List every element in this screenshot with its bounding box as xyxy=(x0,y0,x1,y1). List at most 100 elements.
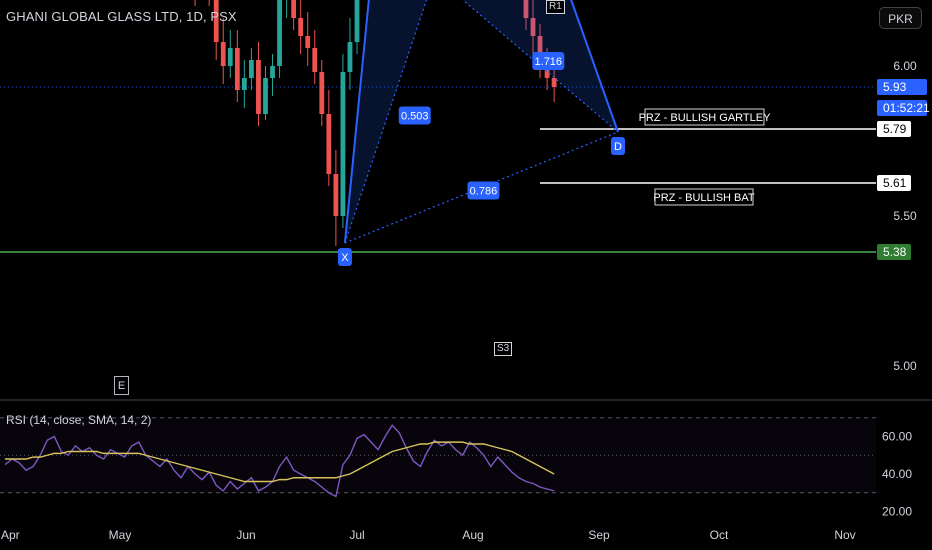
candle-body xyxy=(256,60,261,114)
harmonic-point-badge xyxy=(337,248,352,266)
rsi-sma-line[interactable] xyxy=(5,441,555,483)
time-axis-tick: Apr xyxy=(1,528,20,542)
candle[interactable] xyxy=(213,0,219,60)
price-tag-level[interactable]: 5.61 xyxy=(877,175,911,191)
rsi-axis-tick: 20.00 xyxy=(882,505,912,519)
candle[interactable] xyxy=(523,0,529,30)
candle-body xyxy=(277,0,282,67)
candle[interactable] xyxy=(220,18,226,84)
candle[interactable] xyxy=(270,54,275,96)
candle[interactable] xyxy=(277,0,282,78)
prz-label-text: PRZ - BULLISH GARTLEY xyxy=(639,112,771,124)
candle[interactable] xyxy=(530,0,536,54)
candle[interactable] xyxy=(193,0,198,6)
candle[interactable] xyxy=(241,60,247,108)
price-tag-bg xyxy=(877,79,927,95)
rsi-line[interactable] xyxy=(4,424,555,498)
candle-body xyxy=(291,0,297,18)
pivot-r1-label: R1 xyxy=(546,0,565,14)
candle-body xyxy=(537,36,543,66)
candle[interactable] xyxy=(326,90,332,186)
candle-body xyxy=(347,42,353,72)
candle-body xyxy=(326,114,332,174)
harmonic-xab-fill xyxy=(344,0,427,243)
time-axis-tick: May xyxy=(109,528,132,542)
price-axis-tick: 5.50 xyxy=(893,209,917,223)
candle-body xyxy=(220,42,226,66)
price-tag-bg xyxy=(877,121,911,137)
candle-body xyxy=(249,60,254,78)
symbol-title[interactable]: GHANI GLOBAL GLASS LTD, 1D, PSX xyxy=(6,9,237,24)
candle[interactable] xyxy=(263,66,268,120)
candle[interactable] xyxy=(305,12,311,66)
candle-body xyxy=(234,48,240,90)
harmonic-point-label: D xyxy=(614,141,622,153)
harmonic-point-label: X xyxy=(341,252,349,264)
price-axis-tick: 6.00 xyxy=(893,59,917,73)
price-tag-bg xyxy=(877,100,927,116)
price-axis-tick: 5.00 xyxy=(893,359,917,373)
price-tag-last[interactable]: 5.93 xyxy=(877,79,927,95)
candle[interactable] xyxy=(354,0,360,54)
earnings-flag-icon[interactable]: E xyxy=(114,376,129,395)
ratio-badge[interactable]: 0.503 xyxy=(398,106,431,125)
time-axis-tick: Nov xyxy=(834,528,855,542)
candle-body xyxy=(523,0,529,18)
candle-body xyxy=(263,78,268,114)
ratio-connector-line xyxy=(461,0,619,133)
candle-body xyxy=(298,18,304,36)
ratio-connector-line xyxy=(344,131,619,244)
prz-label-box xyxy=(644,108,765,126)
rsi-axis-tick: 40.00 xyxy=(882,467,912,481)
candle[interactable] xyxy=(207,0,212,6)
harmonic-point-d[interactable]: D xyxy=(611,137,625,155)
ratio-label: 0.503 xyxy=(401,111,429,123)
candle-body xyxy=(319,72,325,114)
price-tag-text: 5.38 xyxy=(883,245,907,259)
candle[interactable] xyxy=(234,30,240,102)
time-axis-tick: Aug xyxy=(462,528,483,542)
ratio-badge-bg xyxy=(532,52,565,70)
candle-body xyxy=(312,48,318,72)
ratio-connector-line xyxy=(344,0,428,244)
candle-body xyxy=(354,0,360,42)
prz-label[interactable]: PRZ - BULLISH GARTLEY xyxy=(639,108,771,126)
ratio-badge[interactable]: 1.716 xyxy=(532,52,565,70)
candle-body xyxy=(270,66,275,78)
candle-body xyxy=(551,78,557,87)
harmonic-bcd-fill xyxy=(462,0,618,132)
candle-body xyxy=(227,48,233,66)
currency-button[interactable]: PKR xyxy=(879,7,922,29)
time-axis-tick: Jun xyxy=(236,528,255,542)
candle[interactable] xyxy=(347,18,353,90)
candle[interactable] xyxy=(340,54,346,228)
candle-body xyxy=(530,18,536,36)
rsi-indicator-label[interactable]: RSI (14, close, SMA, 14, 2) xyxy=(6,413,152,427)
candle[interactable] xyxy=(312,30,318,84)
candle[interactable] xyxy=(551,66,557,102)
harmonic-point-x[interactable]: X xyxy=(337,248,352,266)
price-tag-support[interactable]: 5.38 xyxy=(877,244,911,260)
price-tag-text: 5.93 xyxy=(883,80,907,94)
candle[interactable] xyxy=(227,30,233,78)
candle[interactable] xyxy=(249,48,254,90)
candle[interactable] xyxy=(291,0,297,30)
time-axis-tick: Sep xyxy=(588,528,610,542)
rsi-axis-tick: 60.00 xyxy=(882,430,912,444)
prz-label[interactable]: PRZ - BULLISH BAT xyxy=(653,188,755,206)
ratio-badge[interactable]: 0.786 xyxy=(467,181,500,200)
prz-label-box xyxy=(654,188,754,206)
time-axis-tick: Jul xyxy=(349,528,364,542)
candle-body xyxy=(305,36,311,48)
candle[interactable] xyxy=(319,60,325,126)
candle[interactable] xyxy=(298,0,304,54)
price-tag-level[interactable]: 5.79 xyxy=(877,121,911,137)
candle-body xyxy=(544,66,550,78)
candle[interactable] xyxy=(333,150,339,246)
ratio-badge-bg xyxy=(467,181,500,200)
candle[interactable] xyxy=(256,42,261,126)
price-tag-bg xyxy=(877,244,911,260)
candle[interactable] xyxy=(284,0,289,18)
price-tag-countdown[interactable]: 01:52:21 xyxy=(877,100,930,116)
